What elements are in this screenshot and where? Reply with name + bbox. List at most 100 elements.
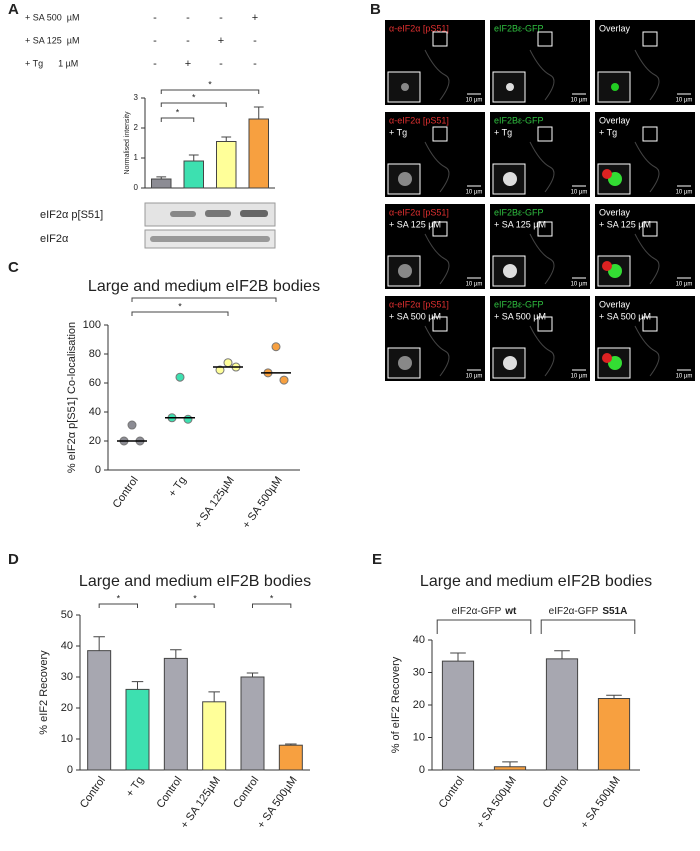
dot [215, 365, 225, 375]
sig-star: * [178, 301, 182, 311]
sig-star: * [193, 593, 197, 603]
inset-box [432, 126, 448, 142]
treatment-label: + Tg [494, 127, 512, 137]
sig-bracket [160, 102, 227, 107]
x-tick-label: Control [78, 775, 108, 811]
y-tick-label: 10 [61, 733, 73, 745]
channel-label: Overlay [599, 115, 631, 125]
inset-blob [398, 264, 412, 278]
cell-outline [529, 325, 555, 377]
sig-bracket [160, 117, 195, 122]
x-tick-label: + SA 125µM [178, 775, 223, 831]
cell-outline [424, 325, 450, 377]
cell-outline [634, 141, 660, 193]
channel-label: α-eIF2α [pS51] [389, 23, 449, 33]
sig-star: * [270, 593, 274, 603]
sig-star: * [208, 79, 212, 89]
y-tick-label: 40 [89, 406, 101, 418]
y-tick-label: 0 [134, 183, 139, 192]
group-name: eIF2α-GFP [452, 606, 502, 617]
channel-label: α-eIF2α [pS51] [389, 115, 449, 125]
bar [151, 178, 172, 189]
channel-label: Overlay [599, 207, 631, 217]
inset-box [537, 316, 553, 332]
y-tick-label: 40 [61, 640, 73, 652]
dot [279, 375, 289, 385]
group-bracket [436, 619, 532, 634]
inset-blob [398, 356, 412, 370]
error-bar [188, 154, 199, 161]
error-bar [170, 649, 182, 659]
treatment-label: + Tg [599, 127, 617, 137]
x-tick-label: + SA 500µM [578, 775, 623, 831]
inset-box [537, 31, 553, 47]
y-tick-label: 100 [83, 319, 101, 331]
treatment-label: + Tg [389, 127, 407, 137]
y-tick-label: 30 [61, 671, 73, 683]
error-bar [156, 176, 167, 179]
scale-label: 10 µm [571, 98, 588, 104]
treatment-label: + SA 125 µM [494, 219, 546, 229]
dot [175, 372, 185, 382]
inset-box [642, 316, 658, 332]
y-tick-label: 10 [413, 731, 425, 743]
treatment-label: + SA 500 µM [599, 311, 651, 321]
treatment-label: + SA 500 µM [494, 311, 546, 321]
inset-blob [602, 169, 612, 179]
bar [125, 688, 150, 771]
error-bar [450, 652, 466, 662]
dot [183, 414, 193, 424]
x-tick-label: Control [154, 775, 184, 811]
blot-band [240, 210, 268, 217]
inset-box [537, 126, 553, 142]
bar [240, 676, 265, 771]
panel-label: B [370, 1, 381, 18]
sig-star: * [117, 593, 121, 603]
treatment-sign: - [253, 35, 257, 47]
blot-band [150, 236, 270, 242]
x-tick-label: + Tg [166, 475, 189, 500]
inset-box [432, 316, 448, 332]
cell-outline [529, 141, 555, 193]
error-bar [253, 106, 264, 119]
treatment-sign: - [153, 35, 157, 47]
x-tick-label: + SA 500µM [255, 775, 300, 831]
bar [216, 141, 237, 189]
inset-box [642, 221, 658, 237]
y-tick-label: 40 [413, 634, 425, 646]
sig-bracket [175, 603, 215, 608]
treatment-sign: + [252, 12, 258, 24]
x-tick-label: Control [111, 475, 141, 511]
inset-blob [602, 353, 612, 363]
channel-label: Overlay [599, 299, 631, 309]
sig-bracket [98, 603, 138, 608]
sig-bracket [131, 311, 229, 316]
cell-outline [634, 49, 660, 101]
dot [271, 342, 281, 352]
group-label: eIF2α-GFP S51A [549, 606, 628, 617]
treatment-sign: + [185, 58, 191, 70]
treatment-sign: - [153, 58, 157, 70]
channel-label: eIF2Bε-GFP [494, 23, 544, 33]
treatment-sign: - [219, 12, 223, 24]
bar [248, 118, 269, 189]
treatment-label: + SA 500 µM [25, 12, 79, 22]
bar [545, 658, 579, 771]
cell-outline [424, 233, 450, 285]
dot [127, 420, 137, 430]
group-emph: S51A [602, 606, 627, 617]
treatment-label: + Tg 1 µM [25, 58, 78, 68]
sig-star: * [176, 107, 180, 117]
blot-label: eIF2α p[S51] [40, 209, 103, 221]
x-tick-label: Control [437, 775, 467, 811]
group-label: eIF2α-GFP wt [452, 606, 517, 617]
chart-title: Large and medium eIF2B bodies [420, 573, 652, 590]
y-tick-label: 0 [95, 464, 101, 476]
y-tick-label: 60 [89, 377, 101, 389]
chart-title: Large and medium eIF2B bodies [88, 278, 320, 295]
inset-blob [503, 172, 517, 186]
bar [278, 744, 303, 771]
scale-label: 10 µm [676, 282, 693, 288]
group-name: eIF2α-GFP [549, 606, 599, 617]
sig-bracket [160, 89, 260, 94]
